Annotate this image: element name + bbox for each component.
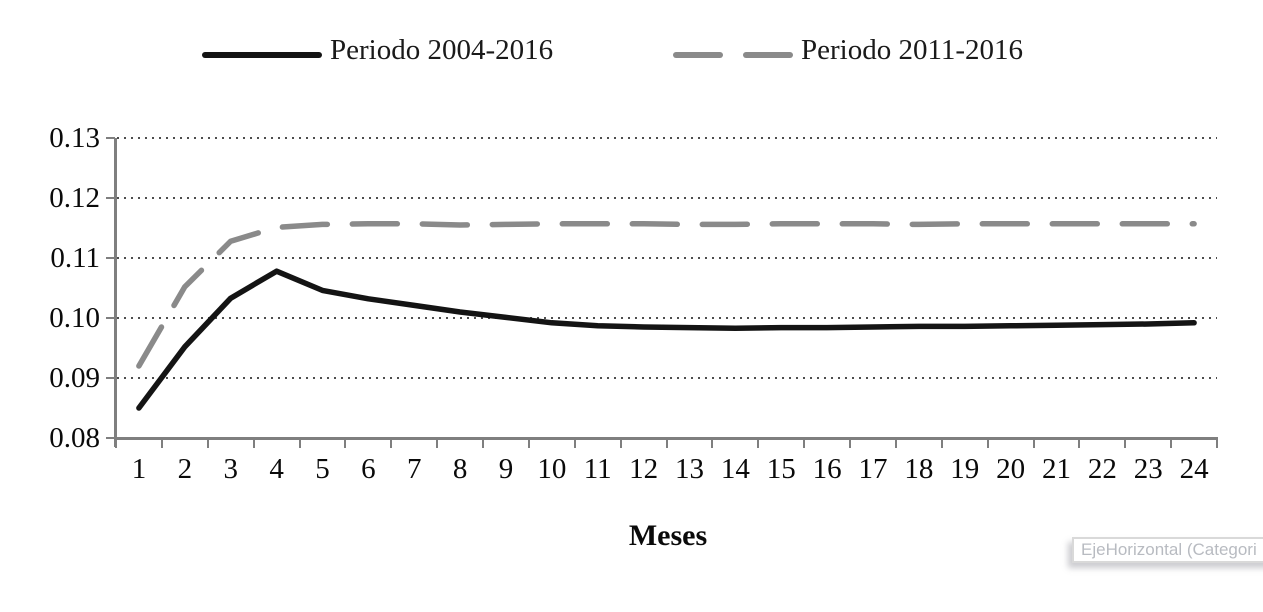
x-tick-label: 5 [315, 453, 330, 485]
gridline [117, 137, 1217, 139]
x-tick-mark [1170, 439, 1173, 448]
x-tick-mark [619, 439, 622, 448]
x-tick-label: 2 [177, 453, 193, 485]
x-tick-mark [573, 439, 576, 448]
x-tick-mark [665, 439, 668, 448]
x-tick-mark [986, 439, 989, 448]
x-tick-mark [757, 439, 760, 448]
axis-hover-tooltip: EjeHorizontal (Categori [1072, 537, 1263, 563]
x-tick-label: 18 [904, 453, 934, 485]
x-tick-label: 6 [361, 453, 376, 485]
x-tick-mark [711, 439, 714, 448]
y-tick-mark [106, 317, 115, 319]
y-tick-label: 0.08 [49, 422, 100, 454]
x-tick-label: 22 [1087, 453, 1117, 485]
x-tick-label: 15 [766, 453, 796, 485]
x-tick-label: 7 [406, 453, 422, 485]
x-tick-mark [1124, 439, 1127, 448]
x-tick-label: 19 [950, 453, 980, 485]
gridline [117, 377, 1217, 379]
x-tick-mark [482, 439, 484, 448]
x-tick-mark [390, 439, 393, 448]
x-tick-label: 24 [1179, 453, 1209, 485]
x-tick-mark [160, 439, 163, 448]
x-tick-mark [1032, 439, 1035, 448]
legend-dash-sample [673, 52, 723, 58]
y-tick-label: 0.11 [50, 242, 100, 274]
legend-solid-line-sample [202, 52, 322, 58]
x-tick-label: 13 [674, 453, 704, 485]
x-tick-mark [1078, 439, 1081, 448]
y-tick-mark [106, 197, 115, 199]
y-axis-line [114, 138, 117, 447]
x-axis-title[interactable]: Meses [628, 519, 708, 552]
x-tick-mark [803, 439, 806, 448]
x-tick-label: 20 [996, 453, 1026, 485]
y-tick-mark [106, 137, 115, 139]
x-tick-label: 12 [629, 453, 659, 485]
y-tick-label: 0.10 [49, 302, 100, 334]
x-tick-mark [1216, 439, 1218, 448]
x-tick-label: 4 [269, 453, 284, 485]
x-tick-label: 16 [812, 453, 842, 485]
x-axis-line [114, 437, 1218, 440]
legend-label: Periodo 2011-2016 [801, 34, 1024, 66]
x-tick-label: 11 [583, 453, 612, 485]
x-tick-mark [940, 439, 943, 448]
x-tick-label: 3 [223, 453, 238, 485]
y-tick-mark [106, 437, 115, 439]
x-tick-mark [252, 439, 255, 448]
legend-label: Periodo 2004-2016 [330, 34, 554, 66]
x-tick-label: 9 [498, 453, 514, 485]
series-line-solid[interactable] [136, 268, 1197, 411]
gridline [117, 257, 1217, 259]
x-tick-label: 17 [858, 453, 888, 485]
x-tick-label: 14 [720, 453, 750, 485]
x-tick-label: 1 [131, 453, 147, 485]
x-tick-mark [206, 439, 209, 448]
y-tick-label: 0.12 [49, 182, 100, 214]
x-tick-mark [436, 439, 439, 448]
x-tick-mark [849, 439, 851, 448]
x-tick-mark [527, 439, 530, 448]
y-tick-label: 0.09 [49, 362, 100, 394]
gridline [117, 317, 1217, 319]
x-tick-label: 8 [452, 453, 468, 485]
y-tick-mark [106, 377, 115, 379]
x-tick-label: 10 [537, 453, 567, 485]
x-tick-label: 23 [1133, 453, 1163, 485]
x-tick-label: 21 [1041, 453, 1071, 485]
axis-tooltip-text: EjeHorizontal (Categori [1081, 540, 1257, 559]
x-tick-mark [344, 439, 347, 448]
x-tick-mark [115, 439, 117, 448]
x-tick-mark [894, 439, 897, 448]
series-line-dashed[interactable] [136, 221, 1197, 369]
y-tick-label: 0.13 [49, 122, 100, 154]
legend-dash-sample [743, 52, 793, 58]
y-tick-mark [106, 257, 115, 259]
gridline [117, 197, 1217, 199]
x-tick-mark [298, 439, 301, 448]
